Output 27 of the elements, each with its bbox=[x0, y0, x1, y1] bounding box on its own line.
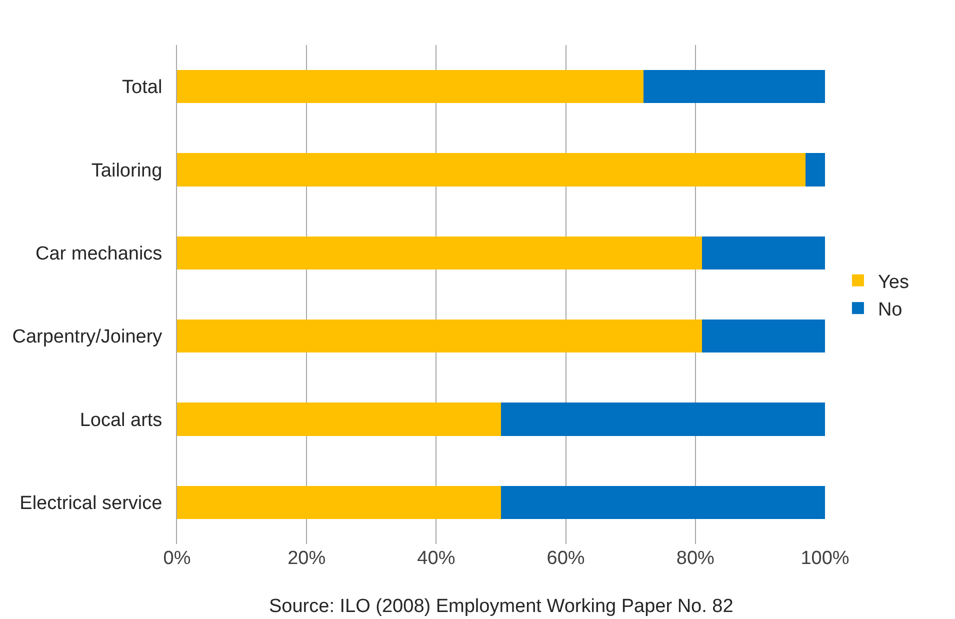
bar bbox=[702, 236, 825, 270]
x-tick-label: 40% bbox=[417, 548, 456, 569]
y-tick-label: Electrical service bbox=[20, 493, 162, 514]
y-tick-label: Car mechanics bbox=[35, 244, 162, 265]
bar bbox=[702, 319, 825, 353]
y-tick-label: Carpentry/Joinery bbox=[12, 326, 163, 348]
x-tick-label: 20% bbox=[288, 548, 326, 569]
bar bbox=[177, 402, 501, 436]
source-note: Source: ILO (2008) Employment Working Paper No. 82 bbox=[269, 596, 734, 617]
bar bbox=[806, 153, 825, 186]
y-tick-label: Local arts bbox=[80, 410, 162, 431]
bar bbox=[644, 70, 825, 104]
x-tick-label: 0% bbox=[163, 548, 191, 569]
legend-label: Yes bbox=[878, 272, 909, 293]
bar bbox=[501, 486, 825, 520]
y-tick-label: Total bbox=[122, 77, 162, 98]
bar bbox=[501, 402, 825, 436]
y-tick-label: Tailoring bbox=[91, 160, 162, 182]
bar bbox=[177, 70, 644, 104]
bar bbox=[177, 236, 702, 270]
x-tick-label: 100% bbox=[800, 548, 850, 569]
legend-label: No bbox=[878, 299, 902, 320]
bar bbox=[177, 486, 501, 520]
bar bbox=[177, 153, 806, 186]
bar bbox=[177, 319, 702, 353]
x-tick-label: 80% bbox=[676, 548, 715, 569]
x-tick-label: 60% bbox=[546, 548, 585, 569]
